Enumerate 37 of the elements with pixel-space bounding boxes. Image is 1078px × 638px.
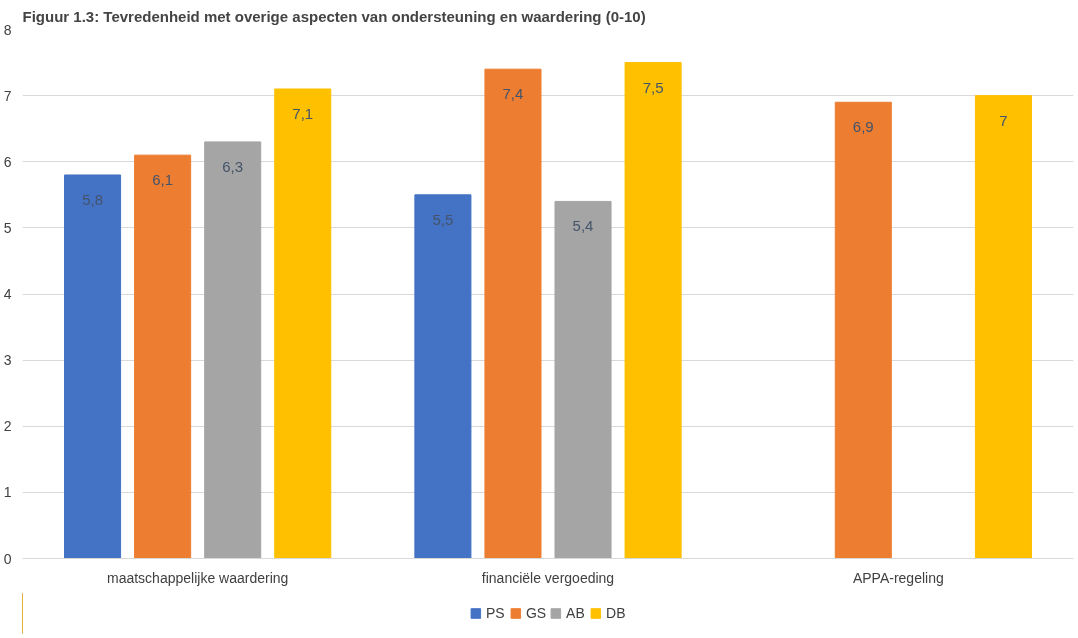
bar <box>624 62 682 559</box>
y-tick-label: 7 <box>3 87 12 104</box>
bar <box>834 101 892 559</box>
y-tick-label: 1 <box>3 484 12 501</box>
y-tick-label: 8 <box>3 21 12 38</box>
data-label: 7,1 <box>292 105 314 123</box>
y-tick-label: 0 <box>3 550 12 567</box>
legend-label: PS <box>485 605 506 621</box>
x-tick-label: financiële vergoeding <box>481 569 615 586</box>
x-tick-label: maatschappelijke waardering <box>107 569 289 586</box>
data-label: 7 <box>999 111 1008 129</box>
x-tick-label: APPA-regeling <box>852 569 944 586</box>
bar <box>274 88 332 559</box>
data-label: 5,8 <box>82 190 103 208</box>
bar <box>974 95 1032 559</box>
legend-label: AB <box>566 605 586 621</box>
bar <box>204 141 262 559</box>
data-label: 7,4 <box>502 85 524 103</box>
bar <box>64 174 122 559</box>
data-label: 6,3 <box>222 157 244 175</box>
data-label: 7,5 <box>642 78 664 96</box>
y-tick-label: 4 <box>3 286 12 302</box>
y-tick-label: 2 <box>3 418 12 435</box>
bar <box>414 194 472 559</box>
y-tick-label: 6 <box>3 153 12 170</box>
bar <box>554 200 612 559</box>
chart-title: Figuur 1.3: Tevredenheid met overige aspecten van ondersteuning en waardering (0-10) <box>22 7 646 25</box>
data-label: 6,9 <box>852 118 874 136</box>
legend-label: DB <box>606 605 627 621</box>
bar <box>134 154 192 559</box>
y-tick-label: 3 <box>3 352 12 369</box>
data-label: 6,1 <box>152 171 174 189</box>
legend-label: GS <box>525 605 547 621</box>
data-label: 5,4 <box>572 217 594 235</box>
y-tick-label: 5 <box>3 219 12 236</box>
data-label: 5,5 <box>432 210 454 228</box>
bar <box>484 68 542 559</box>
